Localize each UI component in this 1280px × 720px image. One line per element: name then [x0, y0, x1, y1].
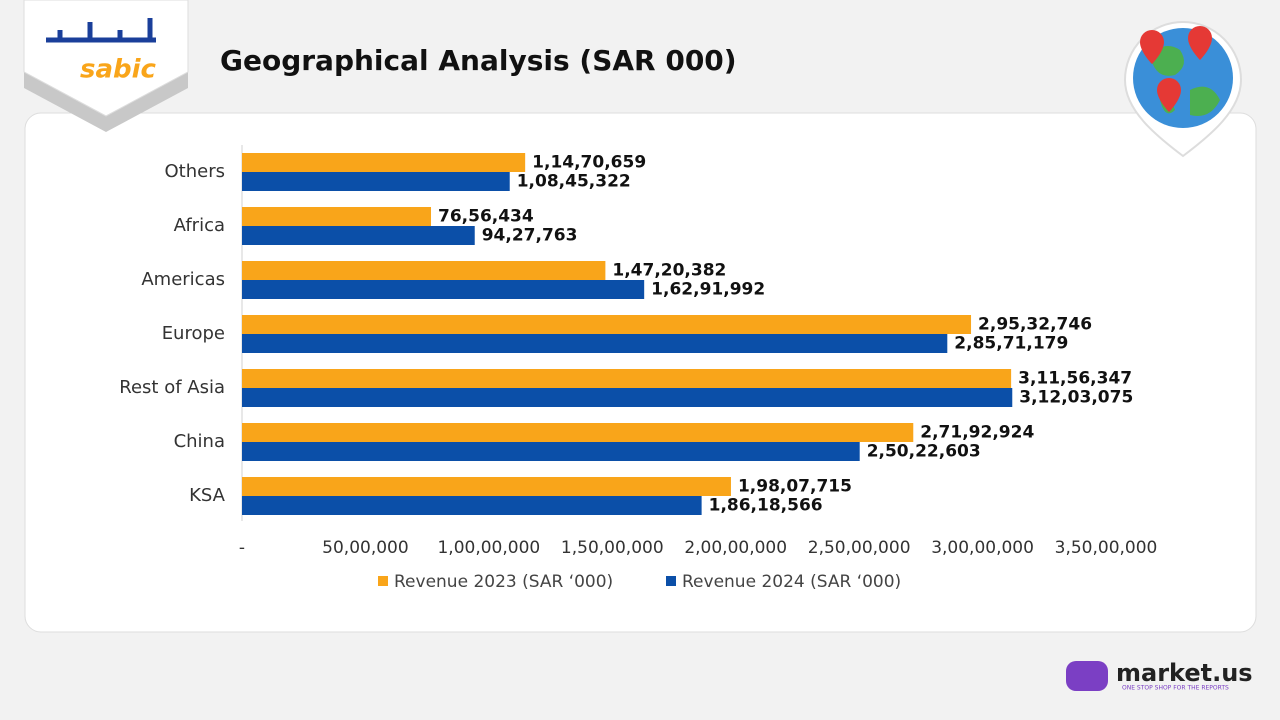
bar — [242, 477, 731, 496]
bar — [242, 261, 606, 280]
value-label: 76,56,434 — [438, 207, 534, 227]
y-tick-label: Europe — [162, 323, 225, 344]
bar — [242, 172, 510, 191]
x-tick-label: 2,50,00,000 — [808, 538, 911, 558]
value-label: 3,12,03,075 — [1019, 388, 1133, 408]
bar — [242, 226, 475, 245]
globe-icon — [1123, 21, 1243, 158]
bar — [242, 423, 914, 442]
bar — [242, 207, 432, 226]
x-tick-label: 2,00,00,000 — [684, 538, 787, 558]
bar — [242, 369, 1012, 388]
chart-title: Geographical Analysis (SAR 000) — [220, 44, 737, 77]
legend-swatch — [666, 576, 676, 586]
x-tick-label: 1,50,00,000 — [561, 538, 664, 558]
bar — [242, 153, 526, 172]
y-tick-label: Rest of Asia — [119, 377, 225, 398]
brand-name: market.us — [1116, 659, 1253, 687]
y-tick-label: China — [174, 431, 225, 452]
value-label: 3,11,56,347 — [1018, 369, 1132, 389]
logo-text: sabic — [80, 55, 157, 85]
legend-swatch — [378, 576, 388, 586]
x-tick-label: 3,50,00,000 — [1055, 538, 1158, 558]
x-tick-label: 1,00,00,000 — [437, 538, 540, 558]
y-tick-label: Americas — [141, 269, 225, 290]
bar — [242, 442, 860, 461]
bar — [242, 496, 702, 515]
legend-label: Revenue 2023 (SAR ‘000) — [394, 572, 613, 592]
brand-tagline: ONE STOP SHOP FOR THE REPORTS — [1122, 685, 1229, 692]
x-tick-label: 50,00,000 — [322, 538, 409, 558]
value-label: 94,27,763 — [482, 226, 578, 246]
y-tick-label: Africa — [174, 215, 225, 236]
value-label: 1,98,07,715 — [738, 477, 852, 497]
value-label: 1,47,20,382 — [612, 261, 726, 281]
value-label: 1,86,18,566 — [709, 496, 823, 516]
bar — [242, 388, 1013, 407]
value-label: 2,50,22,603 — [867, 442, 981, 462]
y-tick-label: KSA — [189, 485, 226, 506]
x-tick-label: 3,00,00,000 — [931, 538, 1034, 558]
logo-badge — [23, 0, 189, 117]
value-label: 2,71,92,924 — [920, 423, 1034, 443]
y-tick-label: Others — [165, 161, 226, 182]
value-label: 1,62,91,992 — [651, 280, 765, 300]
bar — [242, 315, 972, 334]
value-label: 2,85,71,179 — [954, 334, 1068, 354]
value-label: 1,14,70,659 — [532, 153, 646, 173]
logo-arabic — [46, 18, 156, 43]
value-label: 2,95,32,746 — [978, 315, 1092, 335]
x-tick-label: - — [239, 538, 245, 558]
market-us-logo: market.us ONE STOP SHOP FOR THE REPORTS — [1066, 659, 1253, 692]
value-label: 1,08,45,322 — [517, 172, 631, 192]
bar — [242, 334, 948, 353]
legend-label: Revenue 2024 (SAR ‘000) — [682, 572, 901, 592]
bar — [242, 280, 645, 299]
